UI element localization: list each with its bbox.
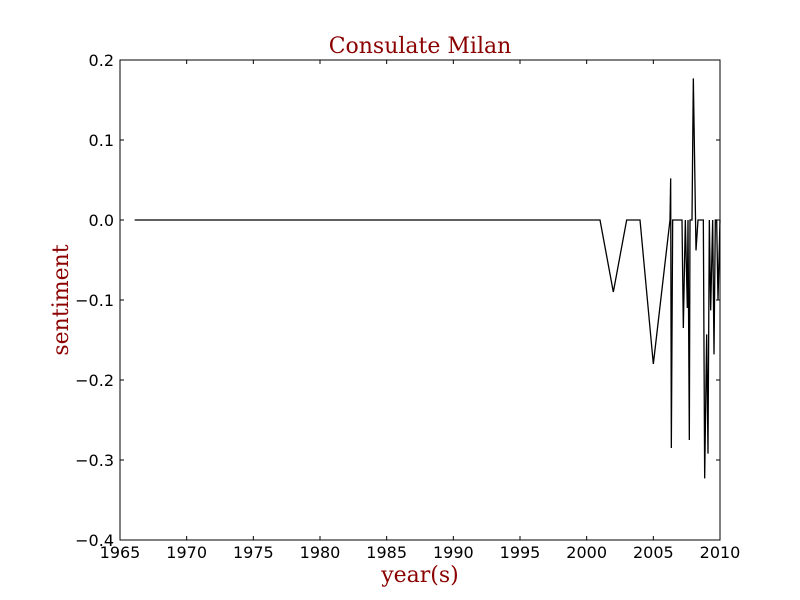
y-axis: −0.4 −0.3 −0.2 −0.1 0.0 0.1 0.2 [75,51,720,550]
x-tick-label: 2005 [633,543,674,562]
y-tick-label: −0.4 [75,531,114,550]
plot-frame [119,59,721,541]
x-tick-label: 1990 [433,543,474,562]
x-tick-label: 1965 [100,543,141,562]
x-tick-label: 1980 [300,543,341,562]
y-tick-label: −0.1 [75,291,114,310]
x-axis: 1965 1970 1975 1980 1985 1990 1995 2000 2005 2010 [100,60,741,562]
x-tick-label: 1985 [366,543,407,562]
y-tick-label: −0.2 [75,371,114,390]
x-axis-label: year(s) [380,563,459,588]
plot-area [134,78,721,479]
y-axis-label: sentiment [49,244,74,355]
series-line-0 [134,78,721,479]
x-tick-label: 2000 [566,543,607,562]
y-tick-label: 0.0 [89,211,114,230]
y-tick-label: 0.1 [89,131,114,150]
x-tick-label: 1970 [166,543,207,562]
y-tick-label: −0.3 [75,451,114,470]
chart-title: Consulate Milan [329,34,512,59]
x-tick-label: 2010 [700,543,741,562]
x-tick-label: 1975 [233,543,274,562]
y-tick-label: 0.2 [89,51,114,70]
x-tick-label: 1995 [500,543,541,562]
